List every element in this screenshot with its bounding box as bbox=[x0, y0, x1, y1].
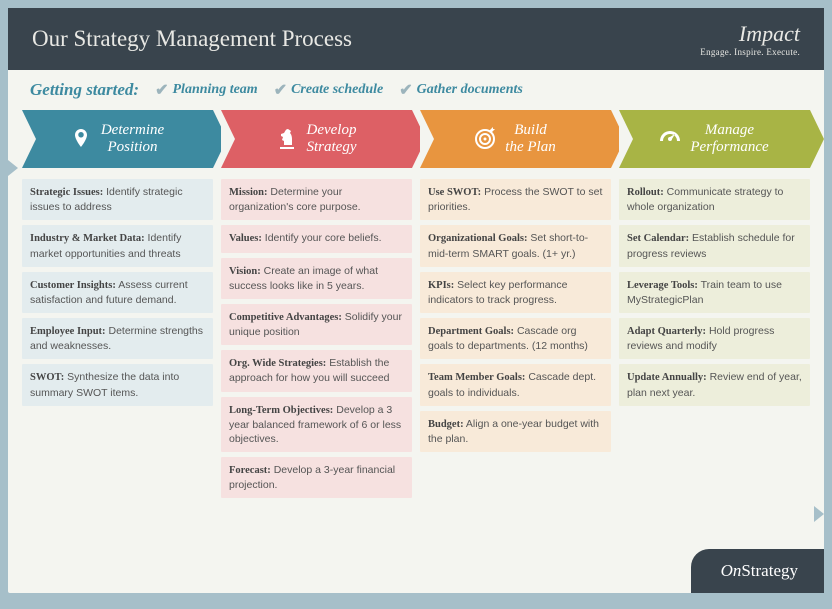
page-title: Our Strategy Management Process bbox=[32, 26, 352, 52]
column-3: Buildthe Plan Use SWOT: Process the SWOT … bbox=[420, 110, 611, 498]
pin-icon bbox=[69, 127, 93, 151]
column-header-arrow: DevelopStrategy bbox=[221, 110, 412, 168]
card-heading: Forecast: bbox=[229, 465, 271, 476]
info-card: Mission: Determine your organization's c… bbox=[221, 179, 412, 220]
card-heading: Org. Wide Strategies: bbox=[229, 358, 326, 369]
gs-item-label: Planning team bbox=[173, 82, 258, 98]
getting-started-row: Getting started: ✔Planning team ✔Create … bbox=[8, 70, 824, 110]
card-heading: Set Calendar: bbox=[627, 233, 689, 244]
card-heading: Competitive Advantages: bbox=[229, 312, 342, 323]
info-card: Budget: Align a one-year budget with the… bbox=[420, 411, 611, 452]
gauge-icon bbox=[658, 127, 682, 151]
info-card: Department Goals: Cascade org goals to d… bbox=[420, 318, 611, 359]
gs-item-label: Create schedule bbox=[291, 82, 383, 98]
column-header-arrow: Buildthe Plan bbox=[420, 110, 611, 168]
info-card: Leverage Tools: Train team to use MyStra… bbox=[619, 272, 810, 313]
infographic-canvas: Our Strategy Management Process Impact E… bbox=[8, 8, 824, 593]
column-header-arrow: ManagePerformance bbox=[619, 110, 810, 168]
info-card: Vision: Create an image of what success … bbox=[221, 258, 412, 299]
check-icon: ✔ bbox=[399, 80, 412, 100]
info-card: Long-Term Objectives: Develop a 3 year b… bbox=[221, 397, 412, 453]
brand-block: Impact Engage. Inspire. Execute. bbox=[700, 21, 800, 57]
column-title: DevelopStrategy bbox=[307, 122, 367, 157]
column-title: Buildthe Plan bbox=[505, 122, 565, 157]
gs-item-documents: ✔ Gather documents bbox=[399, 80, 523, 100]
check-icon: ✔ bbox=[155, 80, 168, 100]
info-card: Update Annually: Review end of year, pla… bbox=[619, 364, 810, 405]
info-card: Competitive Advantages: Solidify your un… bbox=[221, 304, 412, 345]
gs-item-label: Gather documents bbox=[417, 82, 523, 98]
info-card: SWOT: Synthesize the data into summary S… bbox=[22, 364, 213, 405]
getting-started-label: Getting started: bbox=[30, 80, 139, 100]
card-heading: Long-Term Objectives: bbox=[229, 405, 333, 416]
info-card: Employee Input: Determine strengths and … bbox=[22, 318, 213, 359]
card-heading: Strategic Issues: bbox=[30, 187, 103, 198]
info-card: Strategic Issues: Identify strategic iss… bbox=[22, 179, 213, 220]
gs-item-schedule: ✔Create schedule bbox=[274, 80, 384, 100]
target-icon bbox=[473, 127, 497, 151]
header-bar: Our Strategy Management Process Impact E… bbox=[8, 8, 824, 70]
card-heading: Employee Input: bbox=[30, 326, 106, 337]
info-card: Adapt Quarterly: Hold progress reviews a… bbox=[619, 318, 810, 359]
info-card: Org. Wide Strategies: Establish the appr… bbox=[221, 350, 412, 391]
info-card: Rollout: Communicate strategy to whole o… bbox=[619, 179, 810, 220]
card-heading: Department Goals: bbox=[428, 326, 514, 337]
nav-prev-triangle bbox=[8, 160, 18, 176]
logo-prefix: On bbox=[721, 561, 742, 580]
card-heading: Customer Insights: bbox=[30, 280, 116, 291]
card-text: Identify your core beliefs. bbox=[262, 232, 382, 244]
card-heading: KPIs: bbox=[428, 280, 454, 291]
column-title: DeterminePosition bbox=[101, 122, 174, 157]
card-heading: Mission: bbox=[229, 187, 268, 198]
info-card: Organizational Goals: Set short-to-mid-t… bbox=[420, 225, 611, 266]
column-title: ManagePerformance bbox=[690, 122, 778, 157]
brand-tagline: Engage. Inspire. Execute. bbox=[700, 47, 800, 57]
info-card: KPIs: Select key performance indicators … bbox=[420, 272, 611, 313]
info-card: Values: Identify your core beliefs. bbox=[221, 225, 412, 252]
footer-logo: OnStrategy bbox=[691, 549, 824, 593]
card-heading: Vision: bbox=[229, 266, 261, 277]
card-heading: Adapt Quarterly: bbox=[627, 326, 706, 337]
card-heading: Values: bbox=[229, 233, 262, 244]
brand-name: Impact bbox=[700, 21, 800, 47]
column-4: ManagePerformance Rollout: Communicate st… bbox=[619, 110, 810, 498]
logo-main: Strategy bbox=[741, 561, 798, 580]
card-heading: Industry & Market Data: bbox=[30, 233, 145, 244]
info-card: Team Member Goals: Cascade dept. goals t… bbox=[420, 364, 611, 405]
column-1: DeterminePosition Strategic Issues: Ident… bbox=[22, 110, 213, 498]
card-heading: Budget: bbox=[428, 419, 464, 430]
check-icon: ✔ bbox=[274, 80, 287, 100]
card-heading: Rollout: bbox=[627, 187, 664, 198]
card-heading: Team Member Goals: bbox=[428, 372, 525, 383]
gs-item-planning: ✔ Planning team bbox=[155, 80, 258, 100]
column-header-arrow: DeterminePosition bbox=[22, 110, 213, 168]
nav-next-triangle bbox=[814, 506, 824, 522]
info-card: Forecast: Develop a 3-year financial pro… bbox=[221, 457, 412, 498]
card-heading: Update Annually: bbox=[627, 372, 707, 383]
card-heading: Organizational Goals: bbox=[428, 233, 527, 244]
info-card: Use SWOT: Process the SWOT to set priori… bbox=[420, 179, 611, 220]
card-heading: SWOT: bbox=[30, 372, 64, 383]
info-card: Set Calendar: Establish schedule for pro… bbox=[619, 225, 810, 266]
column-2: DevelopStrategy Mission: Determine your o… bbox=[221, 110, 412, 498]
card-heading: Use SWOT: bbox=[428, 187, 481, 198]
info-card: Industry & Market Data: Identify market … bbox=[22, 225, 213, 266]
knight-icon bbox=[275, 127, 299, 151]
card-heading: Leverage Tools: bbox=[627, 280, 698, 291]
columns-container: DeterminePosition Strategic Issues: Ident… bbox=[8, 110, 824, 498]
info-card: Customer Insights: Assess current satisf… bbox=[22, 272, 213, 313]
